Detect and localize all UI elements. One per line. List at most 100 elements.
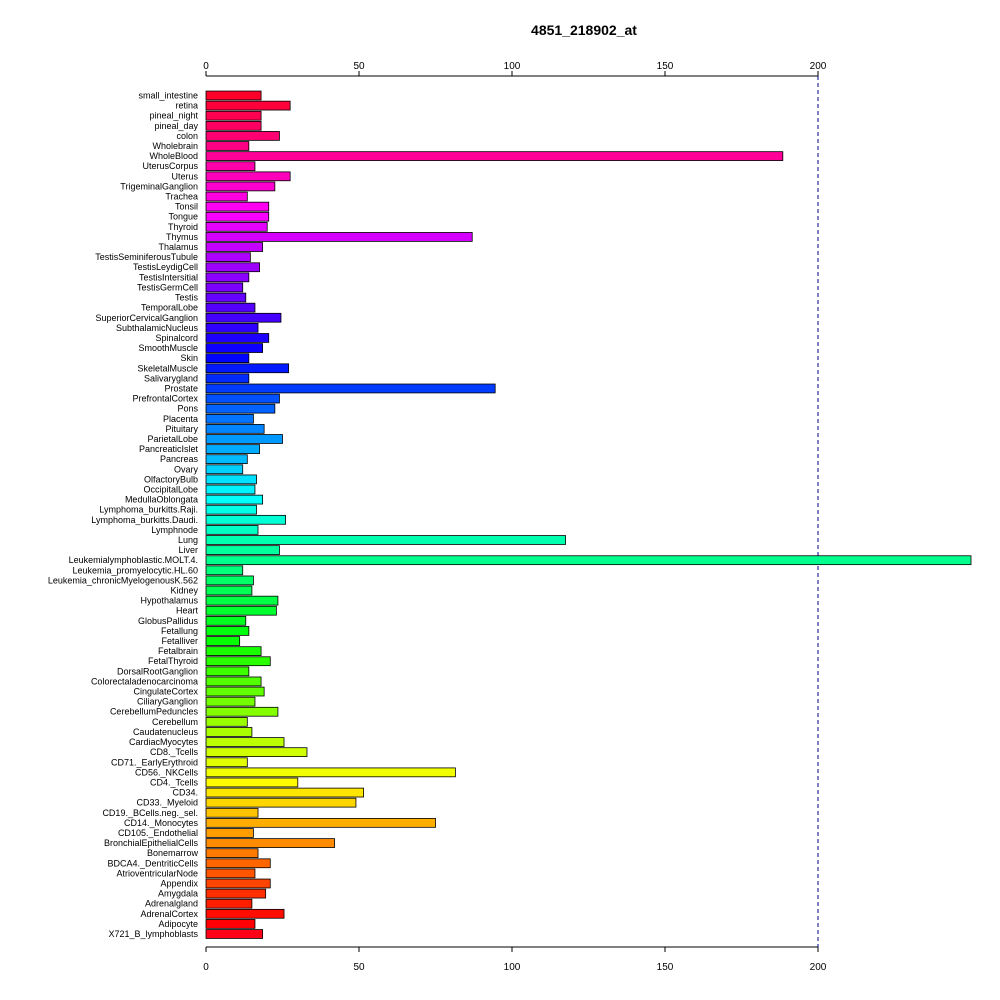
bar-1 xyxy=(205,100,291,111)
bar-57 xyxy=(205,666,250,677)
category-label: Adrenalgland xyxy=(145,899,198,909)
category-label: OlfactoryBulb xyxy=(144,474,198,484)
category-label: Thyroid xyxy=(168,222,198,232)
category-label: Lymphoma_burkitts.Daudi. xyxy=(91,515,198,525)
top-tick-label: 100 xyxy=(504,61,521,72)
bar-52 xyxy=(205,615,247,626)
chart-title: 4851_218902_at xyxy=(531,22,637,38)
bar-13 xyxy=(205,221,268,232)
category-label: pineal_night xyxy=(149,111,198,121)
category-label: Wholebrain xyxy=(152,141,198,151)
bar-65 xyxy=(205,747,308,758)
category-label: Amygdala xyxy=(158,889,198,899)
bar-24 xyxy=(205,333,270,343)
category-label: CD56._NKCells xyxy=(135,767,199,777)
category-label: Pituitary xyxy=(165,424,198,434)
bar-82 xyxy=(205,919,256,929)
category-label: TestisLeydigCell xyxy=(133,262,198,272)
category-label: MedullaOblongata xyxy=(125,495,198,505)
bar-34 xyxy=(205,434,283,444)
top-tick-label: 200 xyxy=(810,61,827,72)
bottom-x-axis: 0 50 100 150 200 xyxy=(203,946,827,973)
category-label: CiliaryGanglion xyxy=(137,697,198,707)
category-label: Pons xyxy=(177,404,198,414)
bar-12 xyxy=(205,211,270,222)
bar-62 xyxy=(205,717,248,727)
category-label: Bonemarrow xyxy=(147,848,199,858)
bar-14 xyxy=(205,232,473,242)
bar-44 xyxy=(205,535,566,545)
category-label: CerebellumPeduncles xyxy=(110,707,199,717)
category-label: DorsalRootGanglion xyxy=(117,666,198,676)
bar-31 xyxy=(205,403,276,414)
category-label: FetalThyroid xyxy=(148,656,198,666)
bar-80 xyxy=(205,898,253,909)
bar-56 xyxy=(205,656,271,667)
bar-39 xyxy=(205,484,256,495)
bar-77 xyxy=(205,868,256,879)
category-label: Uterus xyxy=(171,171,198,181)
bar-76 xyxy=(205,858,271,869)
category-label: Fetalliver xyxy=(161,636,198,646)
bar-27 xyxy=(205,363,290,374)
category-label: Leukemia_chronicMyelogenousK.562 xyxy=(48,575,198,585)
category-label: colon xyxy=(176,131,198,141)
category-label: CD4._Tcells xyxy=(150,777,199,787)
category-label: Liver xyxy=(178,545,198,555)
category-label: Thalamus xyxy=(158,242,198,252)
top-tick-label: 150 xyxy=(657,61,674,72)
category-label: Colorectaladenocarcinoma xyxy=(91,676,198,686)
category-labels: small_intestineretinapineal_nightpineal_… xyxy=(48,91,199,940)
bottom-tick-label: 0 xyxy=(203,962,209,973)
category-label: TestisIntersitial xyxy=(139,272,198,282)
bar-29 xyxy=(205,383,496,394)
bar-21 xyxy=(205,302,256,313)
bar-71 xyxy=(205,807,259,818)
category-label: WholeBlood xyxy=(149,151,198,161)
bar-49 xyxy=(205,585,253,596)
category-label: Fetalbrain xyxy=(158,646,198,656)
top-tick-label: 0 xyxy=(203,61,209,72)
bar-50 xyxy=(205,595,279,606)
bar-48 xyxy=(205,575,254,586)
bar-51 xyxy=(205,605,277,616)
category-label: TestisSeminiferousTubule xyxy=(95,252,198,262)
bar-11 xyxy=(205,201,270,212)
category-label: Leukemialymphoblastic.MOLT.4. xyxy=(69,555,198,565)
bar-58 xyxy=(205,676,262,687)
bar-33 xyxy=(205,424,265,434)
bar-83 xyxy=(205,929,264,939)
category-label: Appendix xyxy=(160,878,198,888)
bar-42 xyxy=(205,514,286,525)
category-label: SubthalamicNucleus xyxy=(116,323,199,333)
category-label: pineal_day xyxy=(154,121,198,131)
bottom-tick-label: 50 xyxy=(353,962,365,973)
category-label: PrefrontalCortex xyxy=(132,394,198,404)
category-label: CD14._Monocytes xyxy=(124,818,199,828)
category-label: Leukemia_promyelocytic.HL.60 xyxy=(72,565,198,575)
category-label: Tongue xyxy=(168,212,198,222)
bar-18 xyxy=(205,272,250,283)
category-label: Spinalcord xyxy=(155,333,198,343)
bar-61 xyxy=(205,706,279,717)
bar-32 xyxy=(205,413,254,424)
category-label: CardiacMyocytes xyxy=(129,737,199,747)
category-label: OccipitalLobe xyxy=(143,484,198,494)
category-label: CD33._Myeloid xyxy=(136,798,198,808)
bar-46 xyxy=(205,555,972,566)
bar-26 xyxy=(205,353,250,364)
category-label: SkeletalMuscle xyxy=(137,363,198,373)
category-label: Trachea xyxy=(165,192,198,202)
bar-19 xyxy=(205,282,244,293)
bar-55 xyxy=(205,646,262,656)
bar-68 xyxy=(205,777,299,788)
bar-63 xyxy=(205,727,253,737)
bar-22 xyxy=(205,312,282,323)
category-label: Tonsil xyxy=(175,202,198,212)
category-label: Testis xyxy=(175,293,199,303)
bar-47 xyxy=(205,565,244,576)
bar-72 xyxy=(205,818,436,828)
bar-66 xyxy=(205,757,248,768)
category-label: Placenta xyxy=(163,414,198,424)
